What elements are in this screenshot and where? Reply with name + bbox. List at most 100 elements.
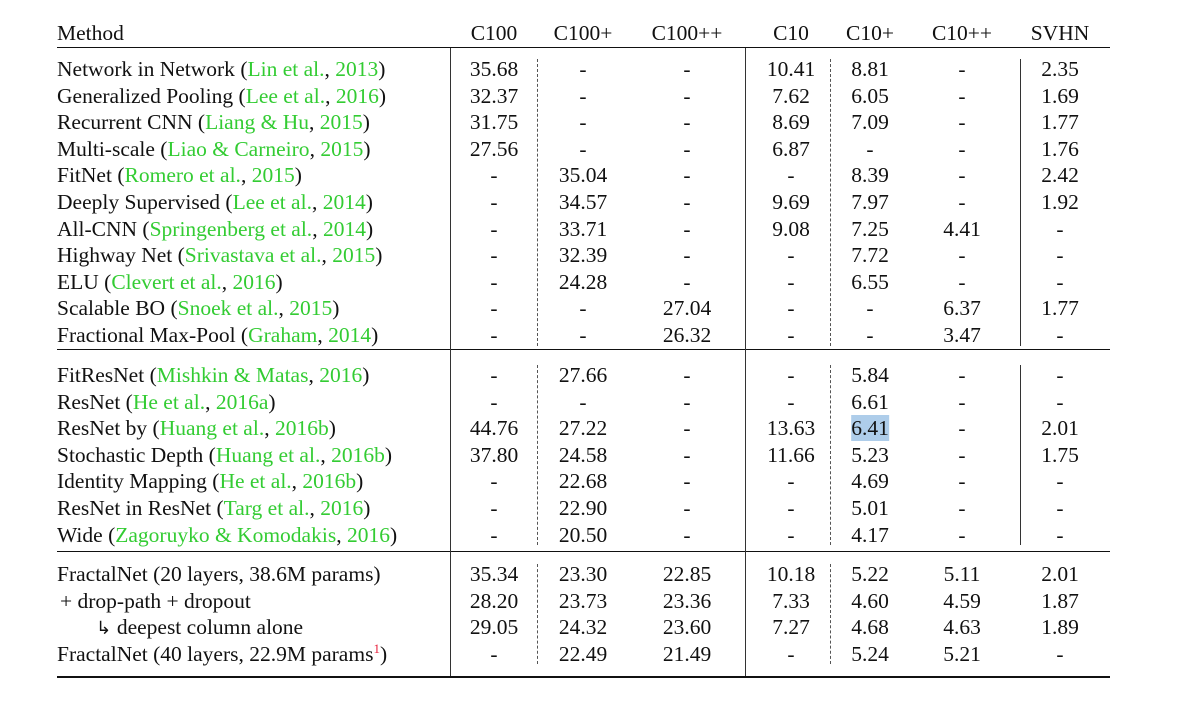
- table-cell-c10: -: [787, 269, 795, 294]
- method-label: deepest column alone: [116, 615, 304, 640]
- table-cell-c100: -: [490, 216, 498, 241]
- table-row: FitNet (Romero et al., 2015) - 35.04 - - 8.39…: [0, 162, 1178, 188]
- table-cell-c10pp: -: [958, 83, 966, 108]
- table-cell-c100: 44.76: [469, 416, 519, 441]
- table-cell-c100: -: [490, 469, 498, 494]
- table-row: ResNet in ResNet (Targ et al., 2016) - 22.…: [0, 495, 1178, 521]
- table-cell-svhn: -: [1056, 243, 1064, 268]
- table-cell-c10pp: -: [958, 163, 966, 188]
- table-cell-c10: -: [787, 363, 795, 387]
- table-cell-c10p: -: [866, 136, 874, 161]
- table-row: Scalable BO (Snoek et al., 2015) - - 27.04 -…: [0, 295, 1178, 321]
- citation-year: 2015: [289, 296, 333, 321]
- table-cell-c10p: 7.72: [851, 243, 889, 268]
- table-cell-c10: 7.27: [772, 615, 810, 640]
- table-row: FractalNet (20 layers, 38.6M params) 35.3…: [0, 561, 1178, 587]
- table-cell-c10p: 8.39: [851, 163, 889, 188]
- table-cell-c10pp: 5.21: [943, 641, 981, 666]
- method-label: Recurrent CNN: [57, 110, 193, 135]
- table-cell-c10p: -: [866, 323, 874, 347]
- table-cell-c100pp: -: [683, 57, 691, 81]
- method-label: ResNet: [57, 389, 121, 414]
- table-row: ↳ deepest column alone 29.05 24.32 23.60 7.2…: [0, 614, 1178, 640]
- table-cell-c10: -: [787, 522, 795, 547]
- table-cell-c100p: 27.22: [558, 416, 608, 441]
- method-label: Fractional Max-Pool: [57, 323, 236, 347]
- table-cell-c10p: 4.69: [851, 469, 889, 494]
- table-cell-c100pp: 23.60: [662, 615, 712, 640]
- table-cell-svhn: 1.77: [1041, 110, 1079, 135]
- method-name: Deeply Supervised (Lee et al., 2014): [57, 190, 373, 214]
- table-cell-svhn: 2.42: [1041, 163, 1079, 188]
- table-cell-c10p: 7.25: [851, 216, 889, 241]
- citation-year: 2016b: [302, 469, 357, 494]
- citation-year: 2014: [322, 190, 366, 214]
- method-label: Wide: [57, 522, 103, 547]
- table-cell-svhn: -: [1056, 323, 1064, 347]
- table-cell-c100: -: [490, 190, 498, 214]
- column-header-c10pp: C10++: [931, 21, 993, 45]
- table-cell-svhn: 1.76: [1041, 136, 1079, 161]
- method-label: Scalable BO: [57, 296, 166, 321]
- table-cell-c10pp: 5.11: [943, 562, 981, 586]
- column-divider: [537, 564, 538, 665]
- table-cell-c100pp: 26.32: [662, 323, 712, 347]
- column-divider: [537, 365, 538, 546]
- column-divider: [830, 365, 831, 546]
- method-name: Multi-scale (Liao & Carneiro, 2015): [57, 136, 371, 161]
- method-label: Stochastic Depth: [57, 442, 204, 467]
- table-cell-c10pp: 3.47: [943, 323, 981, 347]
- method-label: Generalized Pooling: [57, 83, 234, 108]
- table-row: FractalNet (40 layers, 22.9M params1) - 22…: [0, 641, 1178, 667]
- table-cell-c100p: 27.66: [558, 363, 608, 387]
- table-cell-c100p: 22.68: [558, 469, 608, 494]
- method-name: Scalable BO (Snoek et al., 2015): [57, 296, 340, 321]
- table-cell-c100p: -: [579, 83, 587, 108]
- table-cell-svhn: 2.35: [1041, 57, 1079, 81]
- method-name: FractalNet (20 layers, 38.6M params): [57, 561, 381, 587]
- table-cell-c100pp: -: [683, 110, 691, 135]
- table-cell-c100: -: [490, 363, 498, 387]
- table-cell-c10: 11.66: [767, 442, 815, 467]
- method-label: Network in Network: [57, 57, 235, 81]
- citation-year: 2016b: [331, 442, 385, 467]
- table-cell-c10: -: [787, 641, 795, 666]
- citation-year: 2015: [251, 163, 295, 188]
- table-cell-c10p: 5.01: [851, 496, 889, 520]
- method-label: FitResNet: [57, 363, 145, 387]
- table-row: ResNet by (Huang et al., 2016b) 44.76 27.2…: [0, 415, 1178, 442]
- table-cell-c10pp: -: [958, 269, 966, 294]
- table-cell-c100: -: [490, 269, 498, 294]
- table-cell-c100p: 20.50: [558, 522, 608, 547]
- table-cell-svhn: -: [1056, 389, 1064, 414]
- citation-authors: Clevert et al.: [111, 269, 222, 294]
- citation-authors: Lee et al.: [232, 190, 312, 214]
- table-cell-c100pp: -: [683, 416, 691, 441]
- citation-authors: Zagoruyko & Komodakis: [115, 522, 337, 547]
- table-cell-c100p: 23.73: [558, 588, 608, 613]
- header-row: Method C100 C100+ C100++ C10 C10+ C10++ SVHN: [0, 20, 1178, 46]
- table-cell-c100pp: -: [683, 522, 691, 547]
- table-cell-c10pp: -: [958, 136, 966, 161]
- method-name: ResNet in ResNet (Targ et al., 2016): [57, 496, 371, 520]
- table-cell-c10p: 6.55: [851, 269, 889, 294]
- citation-year: 2016: [320, 496, 364, 520]
- table-cell-c100p: -: [579, 57, 587, 81]
- table-cell-c100pp: 22.85: [662, 562, 712, 586]
- table-cell-c10p: 7.09: [851, 110, 889, 135]
- table-cell-c100: -: [490, 323, 498, 347]
- method-name: FitResNet (Mishkin & Matas, 2016): [57, 363, 370, 387]
- table-row: Highway Net (Srivastava et al., 2015) - 32…: [0, 242, 1178, 268]
- header-rule: [57, 47, 1110, 49]
- table-cell-c100p: 23.30: [558, 562, 608, 586]
- table-cell-c10pp: -: [958, 522, 966, 547]
- table-cell-c100: 31.75: [469, 110, 519, 135]
- citation-year: 2016: [319, 363, 363, 387]
- table-cell-c100p: 34.57: [558, 190, 608, 214]
- table-cell-c100: 37.80: [469, 442, 519, 467]
- table-cell-c10pp: 6.37: [943, 296, 981, 321]
- table-cell-c10pp: -: [958, 496, 966, 520]
- citation-authors: Liang & Hu: [205, 110, 309, 135]
- table-cell-c100pp: -: [683, 136, 691, 161]
